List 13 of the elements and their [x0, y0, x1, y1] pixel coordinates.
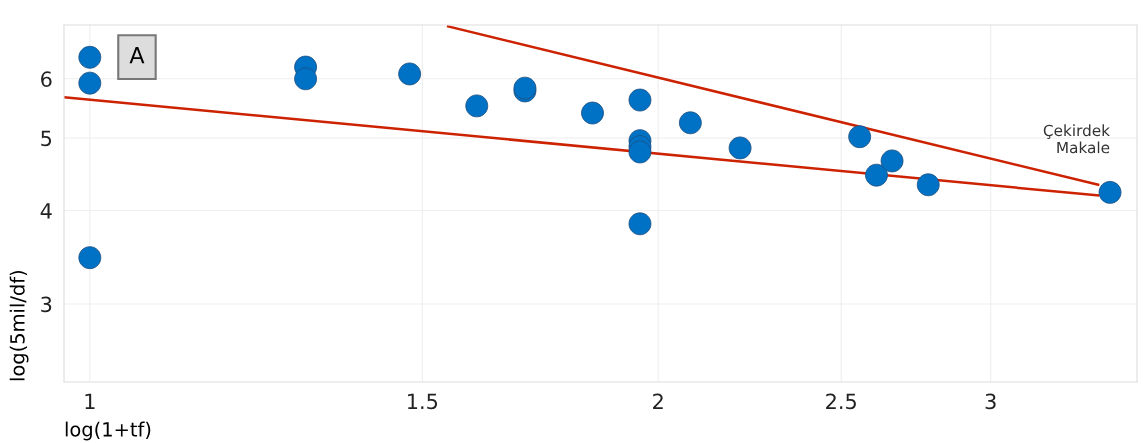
x-tick-label: 2 [653, 393, 663, 409]
x-axis-title: log(1+tf) [65, 421, 151, 441]
annotation: Çekirdek Makale [1043, 124, 1110, 154]
y-tick-label: 5 [41, 130, 52, 147]
y-tick-label: 3 [41, 296, 52, 313]
x-tick-label: 2.5 [826, 393, 856, 410]
x-tick-label: 1 [85, 393, 95, 409]
x-tick-label: 3 [985, 393, 996, 410]
y-axis-title: log(5mil/df) [9, 271, 29, 381]
y-tick-label: 4 [40, 203, 52, 219]
x-tick-label: 1.5 [408, 393, 438, 410]
annotation: A [129, 47, 145, 64]
y-tick-label: 6 [41, 71, 52, 87]
